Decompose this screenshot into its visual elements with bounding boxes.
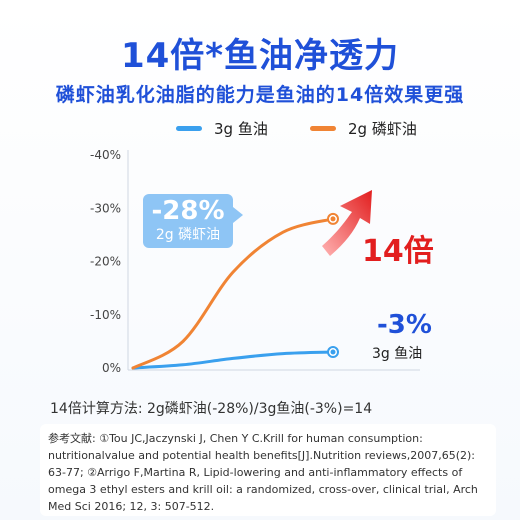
- line-chart: -40% -30% -20% -10% 0%: [90, 148, 420, 375]
- calculation-formula: 14倍计算方法: 2g磷虾油(-28%)/3g鱼油(-3%)=14: [50, 401, 373, 417]
- page-title: 14倍*鱼油净透力: [120, 36, 400, 76]
- fish-oil-callout-label: 3g 鱼油: [372, 346, 423, 362]
- legend-swatch-krill-oil: [310, 126, 336, 131]
- legend-label-fish-oil: 3g 鱼油: [214, 120, 268, 138]
- krill-oil-callout: -28% 2g 磷虾油: [143, 194, 243, 248]
- references-box: 参考文献: ①Tou JC,Jaczynski J, Chen Y C.Kril…: [40, 424, 496, 516]
- y-tick-label: -10%: [90, 308, 121, 322]
- krill-oil-line: [131, 217, 335, 370]
- references-text: 参考文献: ①Tou JC,Jaczynski J, Chen Y C.Kril…: [48, 432, 478, 513]
- legend-label-krill-oil: 2g 磷虾油: [348, 120, 417, 138]
- fish-oil-line: [131, 350, 335, 370]
- page-subtitle: 磷虾油乳化油脂的能力是鱼油的14倍效果更强: [55, 84, 465, 106]
- chart-legend: 3g 鱼油 2g 磷虾油: [0, 118, 520, 142]
- fish-oil-value-label: -3%: [377, 310, 432, 340]
- multiplier-label: 14倍: [362, 234, 434, 269]
- legend-swatch-fish-oil: [176, 126, 202, 131]
- data-points: [327, 212, 339, 359]
- y-tick-label: -20%: [90, 255, 121, 269]
- series-end-point-core: [330, 349, 336, 355]
- y-tick-label: -30%: [90, 201, 121, 215]
- up-arrow-icon: [322, 190, 372, 256]
- krill-oil-value-label: -28%: [151, 196, 225, 226]
- krill-oil-callout-label: 2g 磷虾油: [155, 227, 221, 243]
- y-axis-ticks: -40% -30% -20% -10% 0%: [90, 148, 121, 375]
- legend-item-krill-oil: 2g 磷虾油: [310, 118, 417, 139]
- y-tick-label: -40%: [90, 148, 121, 162]
- series-end-point-core: [330, 216, 336, 222]
- legend-item-fish-oil: 3g 鱼油: [176, 118, 268, 139]
- y-tick-label: 0%: [102, 361, 121, 375]
